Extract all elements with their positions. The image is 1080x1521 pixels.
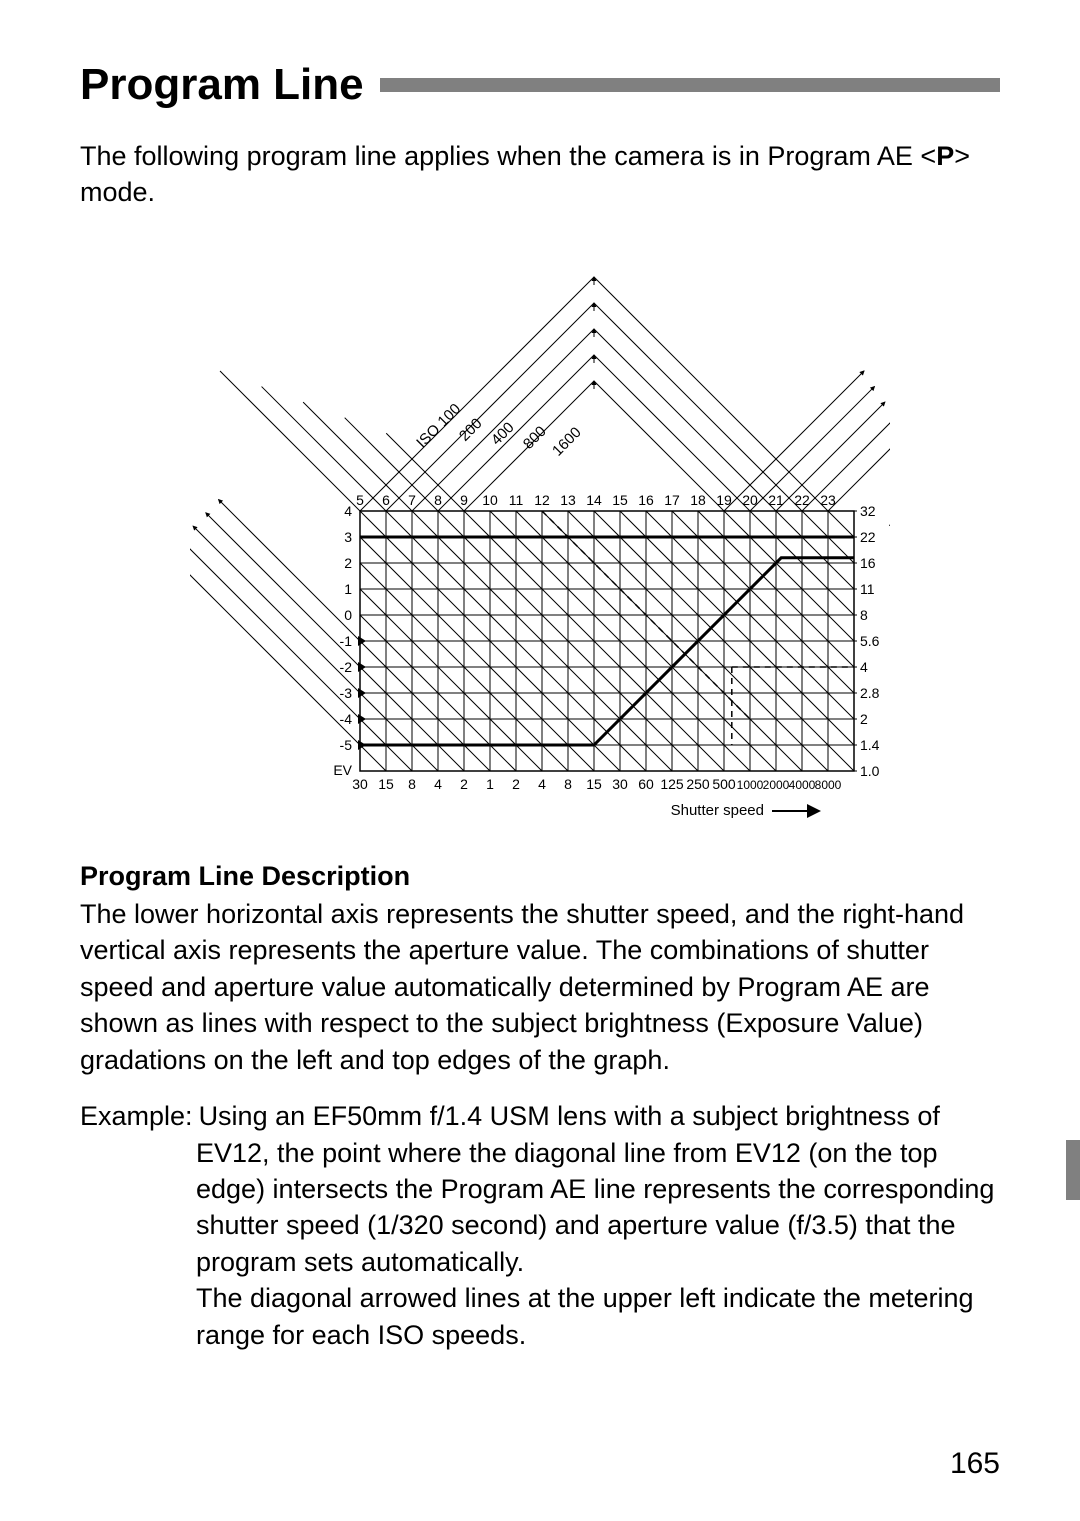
example-label: Example: — [80, 1098, 193, 1134]
svg-text:15: 15 — [586, 776, 602, 792]
svg-text:2: 2 — [344, 555, 352, 571]
page-number: 165 — [950, 1447, 1000, 1481]
svg-text:9: 9 — [460, 492, 468, 508]
svg-text:5.6: 5.6 — [860, 633, 880, 649]
svg-text:0: 0 — [344, 607, 352, 623]
intro-text: The following program line applies when … — [80, 138, 1000, 211]
svg-text:-2: -2 — [340, 659, 353, 675]
svg-text:6: 6 — [382, 492, 390, 508]
svg-text:12: 12 — [534, 492, 550, 508]
svg-text:4000: 4000 — [789, 778, 816, 792]
svg-text:125: 125 — [660, 776, 684, 792]
example-block: Example: Using an EF50mm f/1.4 USM lens … — [80, 1098, 1000, 1353]
program-line-chart: 56789101112131415161718192021222343210-1… — [190, 221, 890, 841]
svg-text:1600: 1600 — [549, 424, 585, 460]
svg-text:5: 5 — [356, 492, 364, 508]
description-heading: Program Line Description — [80, 861, 1000, 892]
svg-text:30: 30 — [612, 776, 628, 792]
svg-text:Shutter speed: Shutter speed — [671, 802, 764, 819]
intro-line1: The following program line applies when … — [80, 141, 920, 171]
example-rest: EV12, the point where the diagonal line … — [196, 1135, 1000, 1354]
svg-text:400: 400 — [488, 419, 518, 449]
svg-text:1.4: 1.4 — [860, 737, 880, 753]
svg-text:8: 8 — [434, 492, 442, 508]
svg-text:16: 16 — [860, 555, 876, 571]
svg-text:200: 200 — [456, 415, 486, 445]
svg-text:4: 4 — [860, 659, 868, 675]
svg-text:11: 11 — [860, 581, 875, 597]
svg-text:8000: 8000 — [815, 778, 842, 792]
svg-text:13: 13 — [560, 492, 576, 508]
svg-text:22: 22 — [860, 529, 876, 545]
svg-text:11: 11 — [509, 492, 524, 508]
svg-text:14: 14 — [586, 492, 602, 508]
svg-text:32: 32 — [860, 503, 876, 519]
svg-text:2000: 2000 — [763, 778, 790, 792]
svg-text:16: 16 — [638, 492, 654, 508]
svg-text:17: 17 — [664, 492, 680, 508]
svg-text:4: 4 — [344, 503, 352, 519]
svg-text:10: 10 — [482, 492, 498, 508]
svg-text:18: 18 — [690, 492, 706, 508]
page-title: Program Line — [80, 60, 364, 110]
svg-text:2: 2 — [860, 711, 868, 727]
svg-text:1000: 1000 — [737, 778, 764, 792]
description-body: The lower horizontal axis represents the… — [80, 896, 1000, 1078]
svg-text:EV: EV — [333, 762, 352, 778]
chart-container: 56789101112131415161718192021222343210-1… — [80, 221, 1000, 841]
svg-text:2: 2 — [512, 776, 520, 792]
svg-text:2: 2 — [460, 776, 468, 792]
svg-text:8: 8 — [860, 607, 868, 623]
svg-text:30: 30 — [352, 776, 368, 792]
svg-text:4: 4 — [538, 776, 546, 792]
mode-prefix: < — [920, 141, 936, 171]
svg-text:500: 500 — [712, 776, 736, 792]
svg-text:3: 3 — [344, 529, 352, 545]
svg-text:-4: -4 — [340, 711, 353, 727]
svg-text:ISO 100: ISO 100 — [413, 400, 464, 451]
example-first-line: Using an EF50mm f/1.4 USM lens with a su… — [199, 1098, 940, 1134]
svg-text:-3: -3 — [340, 685, 353, 701]
svg-text:1: 1 — [344, 581, 352, 597]
mode-letter: P — [936, 141, 954, 171]
svg-text:-5: -5 — [340, 737, 353, 753]
svg-text:15: 15 — [612, 492, 628, 508]
svg-text:4: 4 — [434, 776, 442, 792]
svg-text:-1: -1 — [340, 633, 353, 649]
title-row: Program Line — [80, 60, 1000, 110]
svg-text:7: 7 — [408, 492, 416, 508]
svg-text:1: 1 — [486, 776, 494, 792]
side-tab — [1066, 1140, 1080, 1200]
title-bar — [380, 78, 1000, 92]
svg-text:2.8: 2.8 — [860, 685, 880, 701]
svg-text:250: 250 — [686, 776, 710, 792]
svg-text:800: 800 — [520, 423, 550, 453]
svg-text:1.0: 1.0 — [860, 763, 880, 779]
svg-text:60: 60 — [638, 776, 654, 792]
svg-text:8: 8 — [408, 776, 416, 792]
svg-text:15: 15 — [378, 776, 394, 792]
svg-text:8: 8 — [564, 776, 572, 792]
